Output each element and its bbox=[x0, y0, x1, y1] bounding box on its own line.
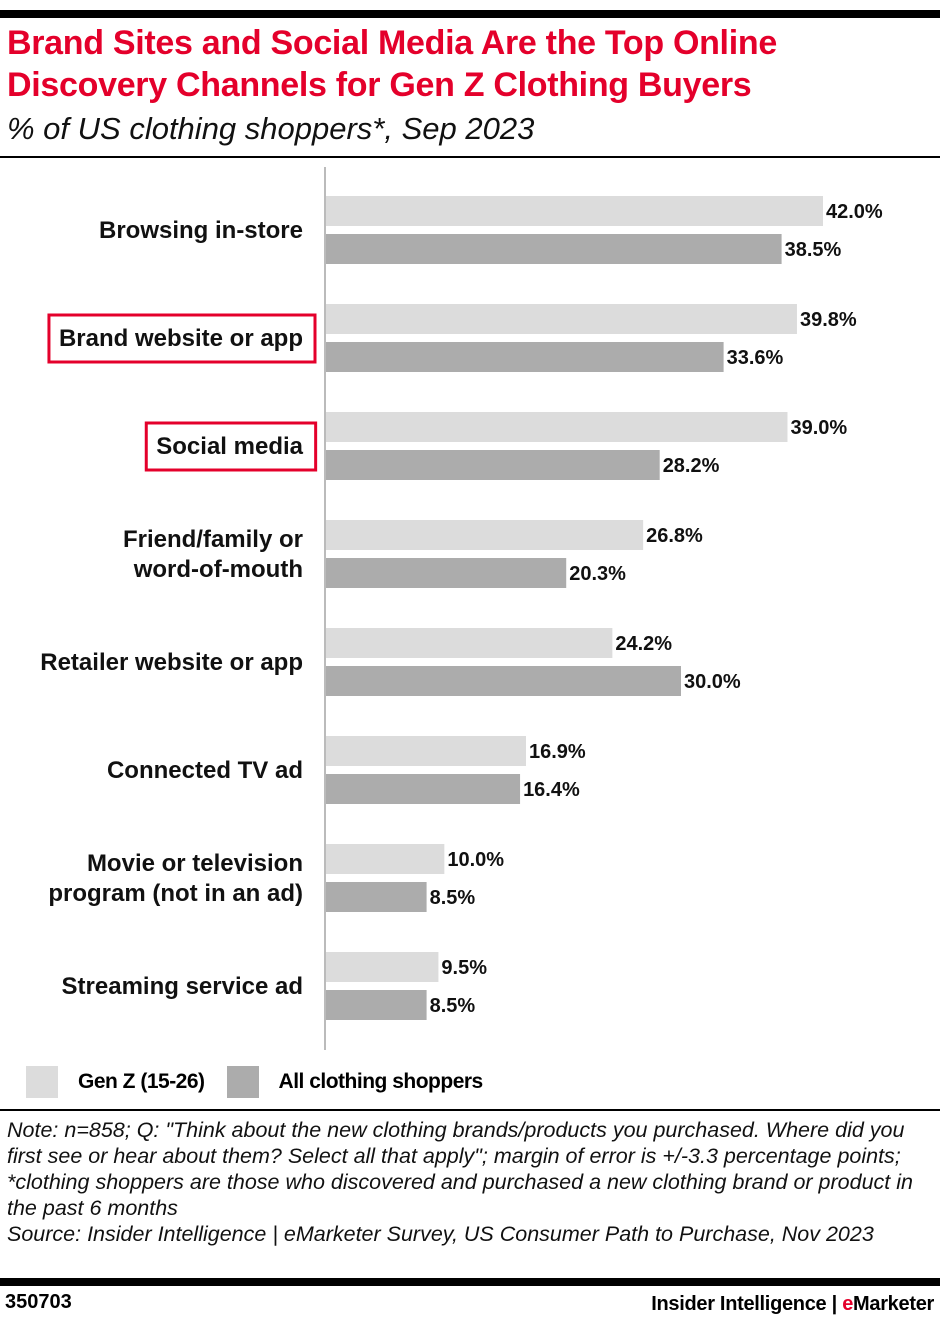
chart-subtitle: % of US clothing shoppers*, Sep 2023 bbox=[7, 111, 535, 146]
bar-genz bbox=[326, 844, 445, 874]
bar-all bbox=[326, 450, 660, 480]
data-label: 16.4% bbox=[523, 779, 580, 801]
data-label: 30.0% bbox=[684, 671, 741, 693]
category-label: Social media bbox=[156, 433, 303, 460]
bottom-bar bbox=[0, 1278, 940, 1286]
data-label: 8.5% bbox=[430, 887, 476, 909]
bar-genz bbox=[326, 628, 613, 658]
data-label: 20.3% bbox=[569, 563, 626, 585]
highlight-box bbox=[47, 313, 317, 364]
data-label: 39.8% bbox=[800, 309, 857, 331]
data-label: 38.5% bbox=[785, 239, 842, 261]
top-bar bbox=[0, 10, 940, 18]
chart-title: Brand Sites and Social Media Are the Top… bbox=[7, 24, 777, 104]
data-label: 39.0% bbox=[791, 417, 848, 439]
brand-e: e bbox=[842, 1293, 854, 1315]
data-label: 28.2% bbox=[663, 455, 720, 477]
category-label: Retailer website or app bbox=[40, 649, 303, 676]
brand-marketer: Marketer bbox=[853, 1293, 934, 1315]
note-rule bbox=[0, 1109, 940, 1111]
category-label: Friend/family or bbox=[123, 526, 303, 553]
brand-logo: Insider Intelligence | eMarketer bbox=[651, 1293, 934, 1316]
legend-swatch-genz bbox=[26, 1066, 58, 1098]
bar-all bbox=[326, 990, 427, 1020]
data-label: 42.0% bbox=[826, 201, 883, 223]
bar-genz bbox=[326, 196, 823, 226]
header-rule bbox=[0, 156, 940, 158]
brand-insider: Insider Intelligence | bbox=[651, 1293, 843, 1315]
note-text: Note: n=858; Q: "Think about the new clo… bbox=[7, 1118, 913, 1220]
bar-genz bbox=[326, 520, 644, 550]
category-label: Streaming service ad bbox=[62, 973, 303, 1000]
bar-chart: 42.0% 38.5% Browsing in-store 39.8% 33.6% Bra… bbox=[40, 167, 883, 1050]
category-label: program (not in an ad) bbox=[48, 880, 303, 907]
bar-all bbox=[326, 882, 427, 912]
chart-id: 350703 bbox=[5, 1291, 72, 1313]
highlight-box bbox=[144, 421, 318, 472]
data-label: 9.5% bbox=[441, 957, 487, 979]
data-label: 24.2% bbox=[615, 633, 672, 655]
legend-swatch-all bbox=[226, 1066, 259, 1098]
bar-all bbox=[326, 774, 521, 804]
category-label: Movie or television bbox=[87, 850, 303, 877]
category-label: word-of-mouth bbox=[133, 556, 303, 583]
data-label: 26.8% bbox=[646, 525, 703, 547]
bar-all bbox=[326, 234, 782, 264]
data-label: 8.5% bbox=[430, 995, 476, 1017]
bar-all bbox=[326, 666, 681, 696]
data-label: 33.6% bbox=[727, 347, 784, 369]
category-label: Connected TV ad bbox=[107, 757, 303, 784]
bar-genz bbox=[326, 952, 439, 982]
legend: Gen Z (15-26) All clothing shoppers bbox=[26, 1066, 483, 1098]
notes: Note: n=858; Q: "Think about the new clo… bbox=[7, 1117, 932, 1247]
legend-label-genz: Gen Z (15-26) bbox=[78, 1070, 205, 1093]
bar-all bbox=[326, 558, 567, 588]
bar-genz bbox=[326, 412, 788, 442]
category-label: Brand website or app bbox=[59, 325, 303, 352]
bar-genz bbox=[326, 736, 526, 766]
data-label: 10.0% bbox=[447, 849, 504, 871]
legend-label-all: All clothing shoppers bbox=[278, 1070, 484, 1093]
bar-all bbox=[326, 342, 724, 372]
source-text: Source: Insider Intelligence | eMarketer… bbox=[7, 1222, 874, 1246]
data-label: 16.9% bbox=[529, 741, 586, 763]
category-label: Browsing in-store bbox=[99, 217, 303, 244]
bar-genz bbox=[326, 304, 797, 334]
